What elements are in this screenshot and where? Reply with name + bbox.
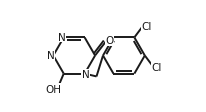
Text: N: N (82, 70, 90, 79)
Text: N: N (47, 51, 55, 61)
Text: Cl: Cl (141, 21, 152, 31)
Text: O: O (105, 36, 113, 46)
Text: Cl: Cl (152, 63, 162, 73)
Text: OH: OH (45, 84, 61, 94)
Text: N: N (58, 33, 66, 42)
